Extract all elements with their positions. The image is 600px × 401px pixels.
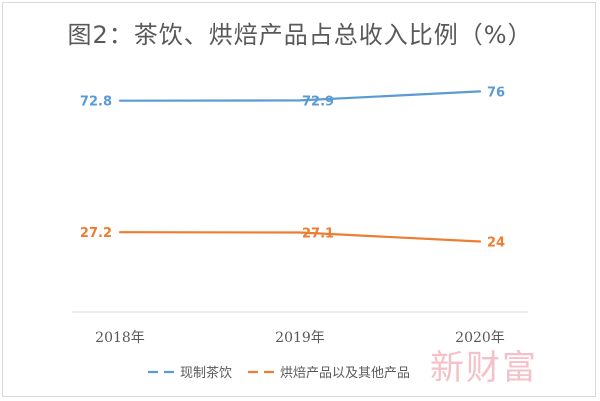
chart-title: 图2：茶饮、烘焙产品占总收入比例（%） bbox=[67, 21, 533, 49]
series-line-1 bbox=[118, 231, 482, 243]
data-label-1-2: 24 bbox=[487, 235, 505, 250]
x-tick-label-2: 2020年 bbox=[455, 330, 505, 346]
data-label-1-1: 27.1 bbox=[302, 227, 334, 242]
legend-label-1: 烘焙产品以及其他产品 bbox=[280, 366, 410, 381]
data-label-0-1: 72.9 bbox=[302, 94, 334, 109]
watermark-logo: 新财富 bbox=[430, 348, 538, 388]
x-tick-label-0: 2018年 bbox=[95, 330, 145, 346]
legend-label-0: 现制茶饮 bbox=[180, 365, 232, 381]
chart-frame: 图2：茶饮、烘焙产品占总收入比例（%） bbox=[2, 2, 596, 397]
data-label-1-0: 27.2 bbox=[80, 226, 112, 241]
data-label-0-0: 72.8 bbox=[80, 95, 112, 110]
data-label-0-2: 76 bbox=[487, 85, 505, 100]
series-line-0 bbox=[118, 90, 482, 102]
x-tick-label-1: 2019年 bbox=[275, 330, 325, 346]
